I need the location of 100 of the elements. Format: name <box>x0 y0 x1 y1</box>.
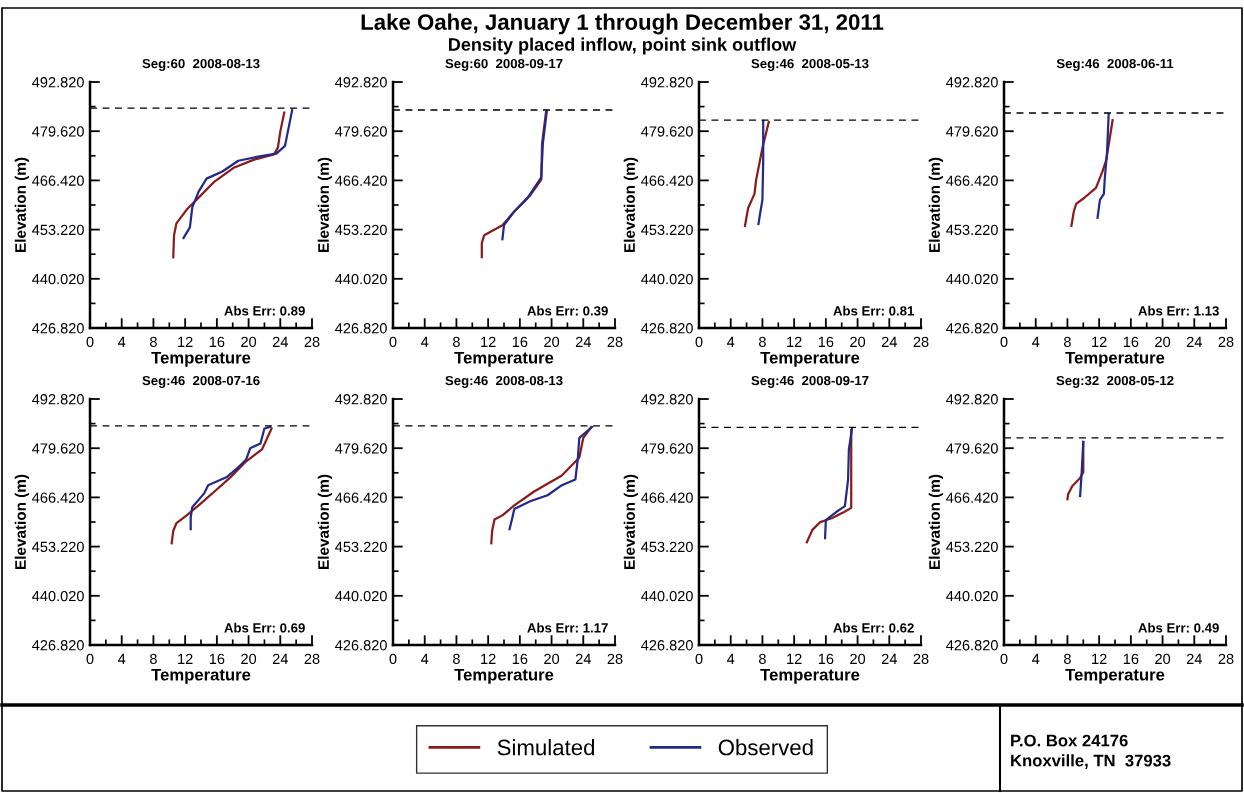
x-tick-label: 20 <box>850 336 866 348</box>
x-tick-label: 4 <box>1031 336 1040 347</box>
y-tick-label: 466.420 <box>32 175 84 186</box>
x-axis-title: Temperature <box>454 668 554 684</box>
x-tick-label: 0 <box>695 653 703 665</box>
x-tick-label: 20 <box>241 336 257 348</box>
x-tick-label: 24 <box>881 653 897 664</box>
text: P.O. Box 24176 <box>1011 734 1128 747</box>
annotation: Abs Err: 0.62 <box>833 622 914 633</box>
y-axis-title: Elevation (m) <box>14 474 29 569</box>
x-tick-label: 16 <box>818 653 834 665</box>
line-series <box>1096 113 1110 219</box>
y-tick-label: 440.020 <box>641 590 693 602</box>
line-series <box>823 427 854 540</box>
y-tick-label: 479.620 <box>641 126 693 137</box>
x-tick-label: 28 <box>1218 336 1234 348</box>
line-series <box>189 425 272 531</box>
annotation: Abs Err: 0.39 <box>527 305 608 316</box>
chart-title: Seg:46 2008-09-17 <box>751 375 869 388</box>
y-tick-label: 440.020 <box>32 273 84 285</box>
x-tick-label: 24 <box>272 653 288 664</box>
y-axis-title: Elevation (m) <box>928 474 943 569</box>
x-tick-label: 12 <box>1092 336 1107 347</box>
y-tick-label: 440.020 <box>946 273 998 285</box>
y-axis-title: Elevation (m) <box>317 157 332 252</box>
line-series <box>172 111 286 259</box>
annotation: Abs Err: 0.69 <box>224 622 305 633</box>
y-tick-label: 479.620 <box>946 126 998 137</box>
x-tick-label: 8 <box>759 653 766 665</box>
y-tick-label: 492.820 <box>335 77 387 88</box>
y-tick-label: 492.820 <box>32 77 84 88</box>
x-axis-title: Temperature <box>760 351 860 367</box>
x-tick-label: 8 <box>150 653 157 665</box>
x-axis-title: Temperature <box>1065 668 1165 684</box>
chart-title: Seg:46 2008-07-16 <box>142 375 260 388</box>
x-tick-label: 8 <box>1064 653 1071 665</box>
x-tick-label: 12 <box>481 653 496 664</box>
y-tick-label: 426.820 <box>641 640 693 651</box>
chart-title: Seg:60 2008-09-17 <box>445 58 563 71</box>
line-series <box>743 120 770 228</box>
x-tick-label: 12 <box>178 336 193 347</box>
x-tick-label: 4 <box>726 336 735 347</box>
y-tick-label: 440.020 <box>335 590 387 602</box>
y-tick-label: 492.820 <box>641 77 693 88</box>
x-axis-title: Temperature <box>454 351 554 367</box>
y-tick-label: 479.620 <box>335 443 387 454</box>
x-tick-label: 24 <box>575 336 591 347</box>
y-tick-label: 492.820 <box>32 394 84 405</box>
y-tick-label: 426.820 <box>641 323 693 334</box>
annotation: Abs Err: 0.89 <box>224 305 305 316</box>
y-tick-label: 426.820 <box>946 640 998 651</box>
text: Lake Oahe, January 1 through December 31, 2011 <box>361 13 884 35</box>
y-axis-title: Elevation (m) <box>928 157 943 252</box>
x-tick-label: 24 <box>1186 653 1202 664</box>
x-tick-label: 20 <box>241 653 257 665</box>
y-axis-title: Elevation (m) <box>14 157 29 252</box>
line-series <box>508 425 594 531</box>
x-tick-label: 20 <box>544 336 560 348</box>
y-axis-title: Elevation (m) <box>317 474 332 569</box>
y-tick-label: 453.220 <box>335 224 387 236</box>
line-series <box>757 119 765 226</box>
x-tick-label: 12 <box>481 336 496 347</box>
x-tick-label: 28 <box>913 336 929 348</box>
x-tick-label: 16 <box>1123 653 1139 665</box>
x-tick-label: 4 <box>726 653 735 664</box>
annotation: Abs Err: 1.17 <box>527 622 608 633</box>
x-tick-label: 16 <box>209 653 225 665</box>
y-tick-label: 492.820 <box>946 394 998 405</box>
x-tick-label: 20 <box>850 653 866 665</box>
y-tick-label: 479.620 <box>335 126 387 137</box>
y-tick-label: 466.420 <box>335 175 387 186</box>
x-tick-label: 4 <box>117 653 126 664</box>
x-tick-label: 0 <box>1000 336 1008 348</box>
y-tick-label: 479.620 <box>641 443 693 454</box>
y-tick-label: 466.420 <box>641 175 693 186</box>
x-tick-label: 4 <box>420 653 429 664</box>
x-tick-label: 16 <box>1123 336 1139 348</box>
x-tick-label: 12 <box>787 336 802 347</box>
y-axis-title: Elevation (m) <box>623 474 638 569</box>
x-tick-label: 8 <box>453 653 460 665</box>
x-axis-title: Temperature <box>760 668 860 684</box>
annotation: Abs Err: 0.49 <box>1138 622 1219 633</box>
x-tick-label: 12 <box>787 653 802 664</box>
x-tick-label: 28 <box>1218 653 1234 665</box>
y-tick-label: 466.420 <box>946 492 998 503</box>
chart-title: Seg:46 2008-08-13 <box>445 375 563 388</box>
y-tick-label: 492.820 <box>335 394 387 405</box>
y-tick-label: 426.820 <box>32 640 84 651</box>
y-tick-label: 453.220 <box>946 224 998 236</box>
x-tick-label: 16 <box>512 336 528 348</box>
x-tick-label: 28 <box>304 336 320 348</box>
x-tick-label: 16 <box>209 336 225 348</box>
legend-label: Simulated <box>497 739 595 756</box>
chart-title: Seg:46 2008-05-13 <box>751 58 869 71</box>
x-tick-label: 0 <box>86 653 94 665</box>
y-tick-label: 453.220 <box>641 224 693 236</box>
x-tick-label: 20 <box>544 653 560 665</box>
y-tick-label: 426.820 <box>946 323 998 334</box>
y-tick-label: 453.220 <box>335 541 387 553</box>
text: Knoxville, TN 37933 <box>1011 754 1171 769</box>
